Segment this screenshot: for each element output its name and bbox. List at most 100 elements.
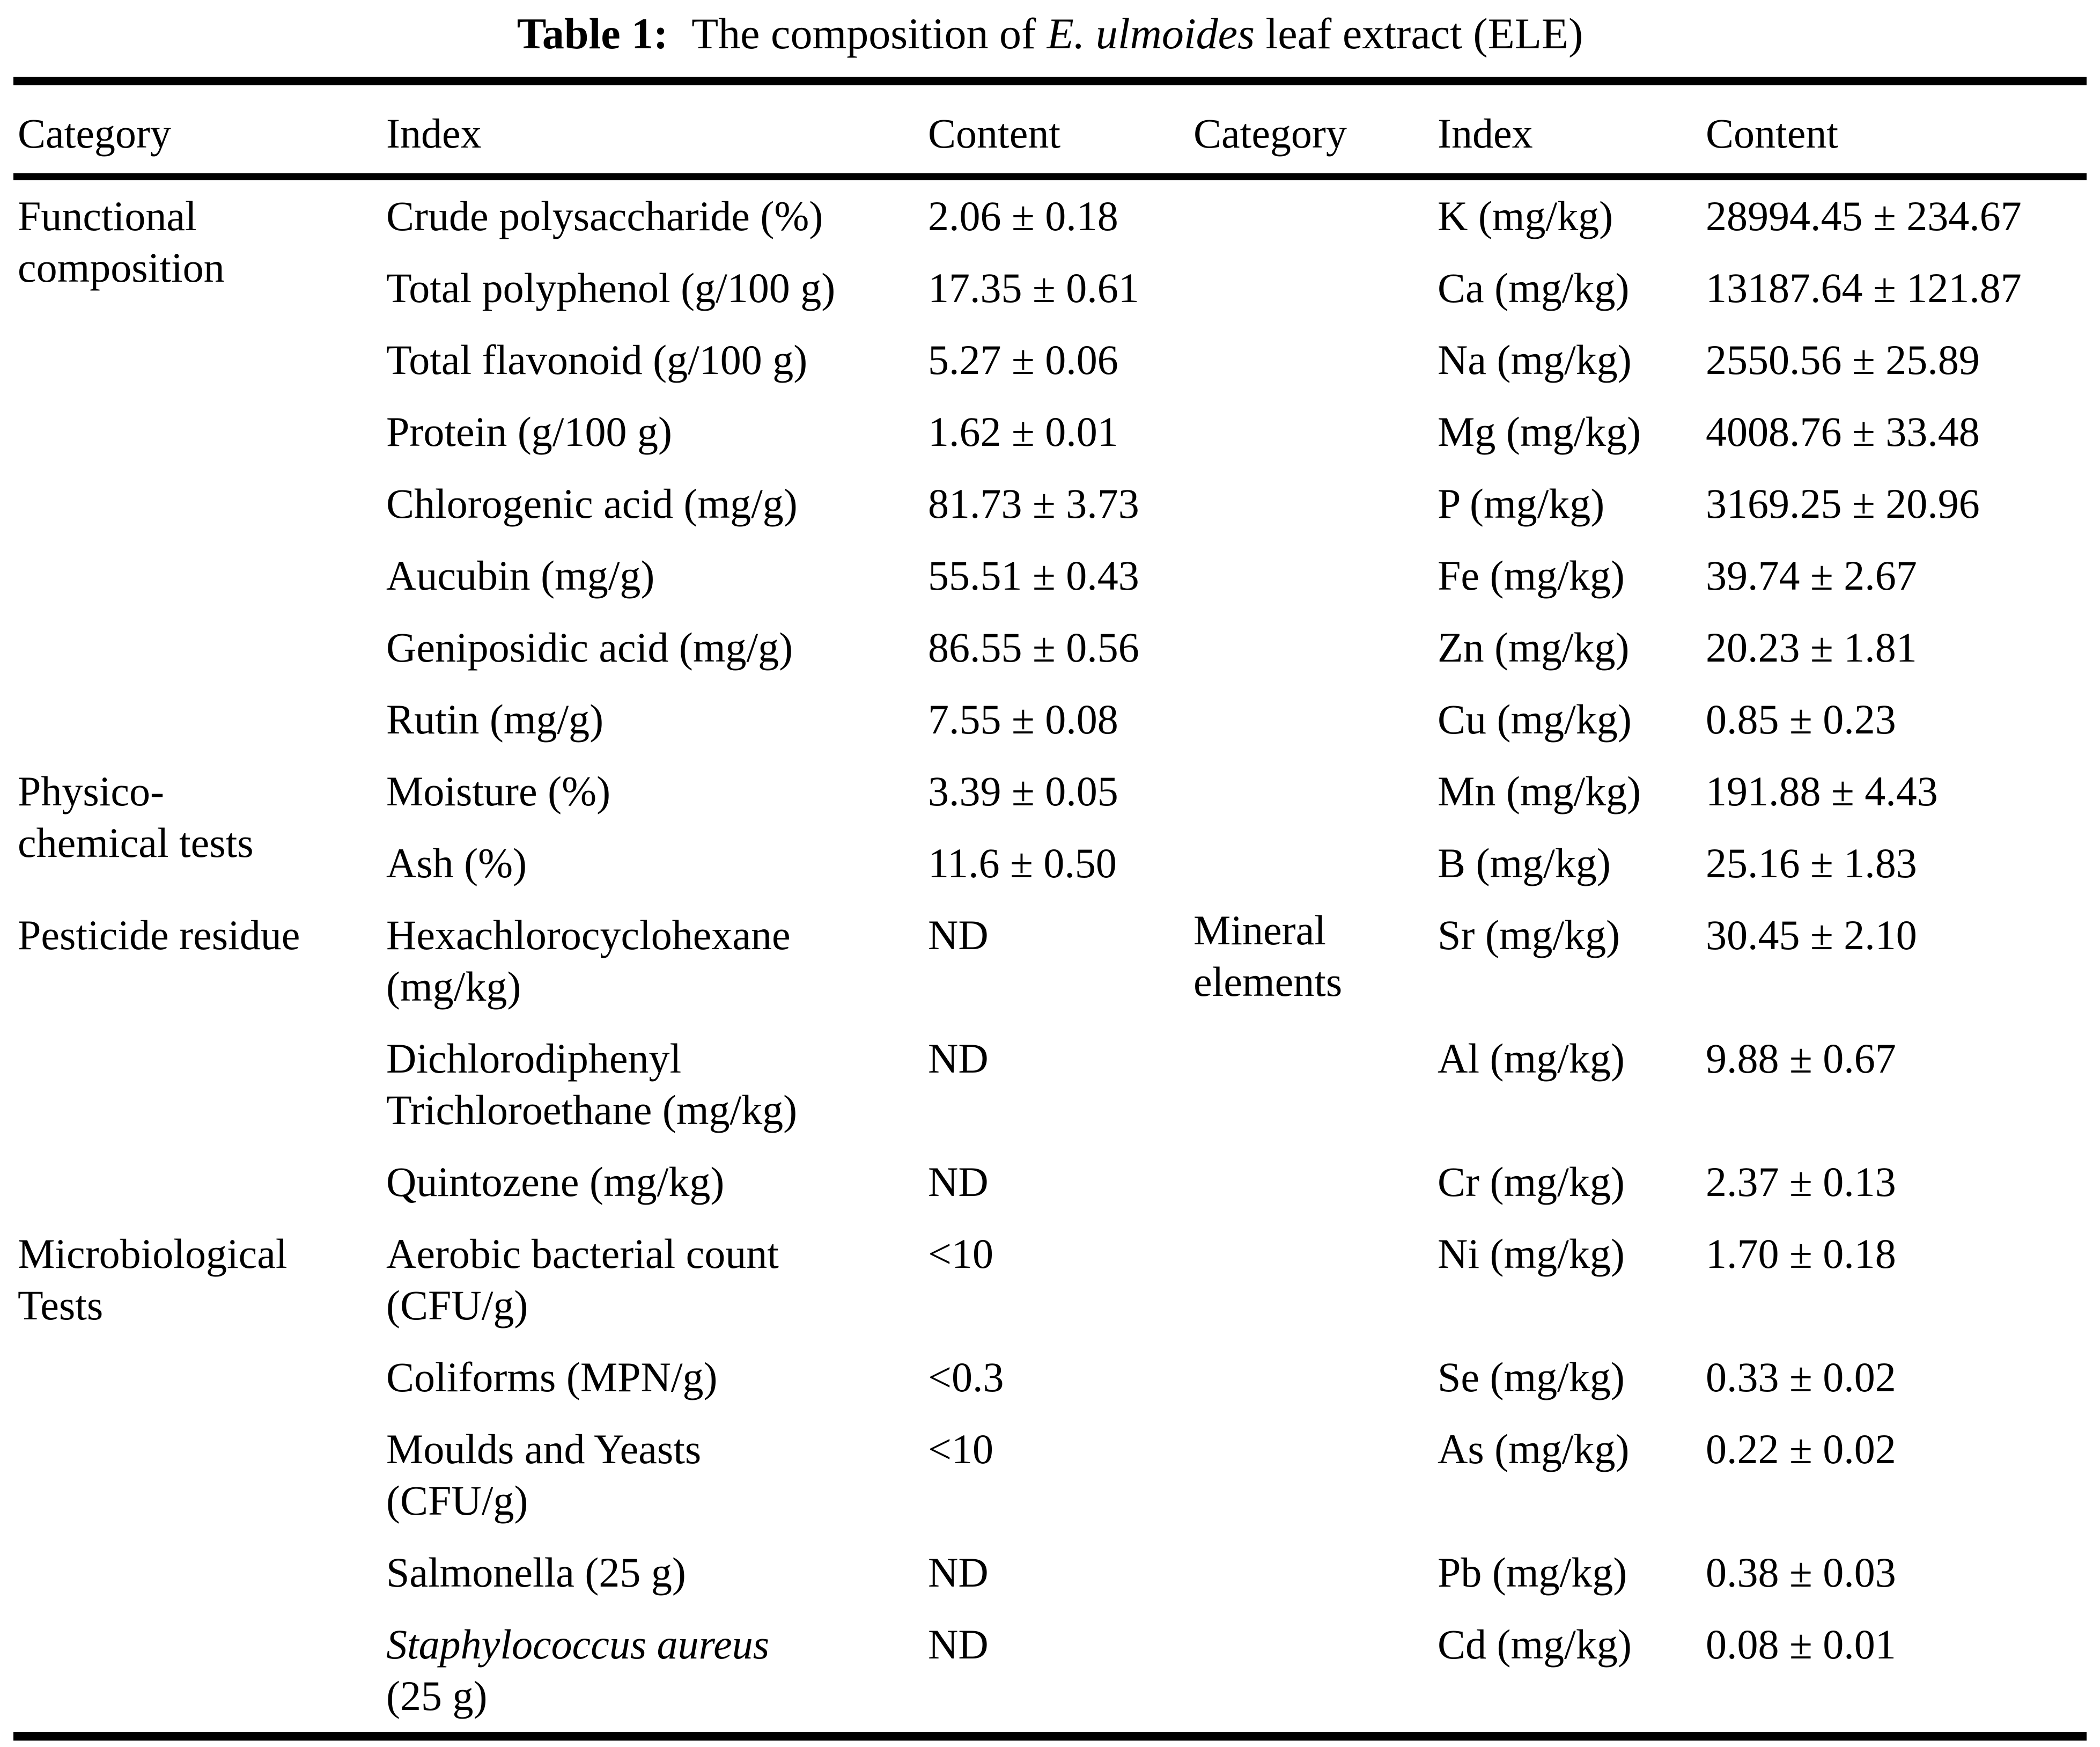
table-row: Moulds and Yeasts (CFU/g) <10 As (mg/kg)… <box>13 1413 2087 1537</box>
content-cell: 0.85 ± 0.23 <box>1706 695 1896 743</box>
table-row: Rutin (mg/g) 7.55 ± 0.08 Cu (mg/kg) 0.85… <box>13 684 2087 755</box>
index-cell: Se (mg/kg) <box>1438 1353 1625 1400</box>
index-cell: Pb (mg/kg) <box>1438 1548 1627 1596</box>
table-row: Coliforms (MPN/g) <0.3 Se (mg/kg) 0.33 ±… <box>13 1341 2087 1413</box>
index-cell: Crude polysaccharide (%) <box>386 192 823 239</box>
index-cell: Cr (mg/kg) <box>1438 1158 1625 1205</box>
header-category-left: Category <box>13 80 386 180</box>
content-cell: 3169.25 ± 20.96 <box>1706 480 1980 527</box>
category-cell-pesticide-residue: Pesticide residue <box>18 911 300 958</box>
index-cell: Total flavonoid (g/100 g) <box>386 336 808 383</box>
category-cell-mineral-elements: Mineral elements <box>1193 906 1343 1005</box>
index-cell: Fe (mg/kg) <box>1438 552 1625 599</box>
index-cell: Zn (mg/kg) <box>1438 623 1630 671</box>
index-cell: Chlorogenic acid (mg/g) <box>386 480 798 527</box>
content-cell: 0.22 ± 0.02 <box>1706 1425 1896 1472</box>
index-cell: Ash (%) <box>386 839 527 886</box>
table-row: Dichlorodiphenyl Trichloroethane (mg/kg)… <box>13 1023 2087 1146</box>
header-content-right: Content <box>1706 80 2087 180</box>
index-cell: Aucubin (mg/g) <box>386 552 655 599</box>
content-cell: 86.55 ± 0.56 <box>928 623 1139 671</box>
table-row: Ash (%) 11.6 ± 0.50 B (mg/kg) 25.16 ± 1.… <box>13 827 2087 899</box>
index-cell: Staphylococcus aureus (25 g) <box>386 1609 928 1736</box>
table-row: Chlorogenic acid (mg/g) 81.73 ± 3.73 P (… <box>13 468 2087 540</box>
table-row: Geniposidic acid (mg/g) 86.55 ± 0.56 Zn … <box>13 612 2087 684</box>
caption-label: Table 1: <box>517 9 668 58</box>
index-cell: Geniposidic acid (mg/g) <box>386 623 793 671</box>
content-cell: 30.45 ± 2.10 <box>1706 911 1917 958</box>
index-cell: Ca (mg/kg) <box>1438 264 1630 311</box>
index-cell: Dichlorodiphenyl Trichloroethane (mg/kg) <box>386 1034 798 1133</box>
index-cell: Al (mg/kg) <box>1438 1034 1625 1082</box>
content-cell: 17.35 ± 0.61 <box>928 264 1139 311</box>
header-index-right: Index <box>1438 80 1706 180</box>
index-cell: Ni (mg/kg) <box>1438 1230 1625 1277</box>
table-row: Quintozene (mg/kg) ND Cr (mg/kg) 2.37 ± … <box>13 1146 2087 1218</box>
content-cell: 5.27 ± 0.06 <box>928 336 1118 383</box>
index-cell: Cu (mg/kg) <box>1438 695 1632 743</box>
content-cell: 2.06 ± 0.18 <box>928 192 1118 239</box>
content-cell: 39.74 ± 2.67 <box>1706 552 1917 599</box>
index-cell: Hexachlorocyclohexane (mg/kg) <box>386 911 791 1010</box>
content-cell: 0.08 ± 0.01 <box>1706 1620 1896 1668</box>
content-cell: <10 <box>928 1230 993 1277</box>
table-row: Physico- chemical tests Moisture (%) 3.3… <box>13 755 2087 866</box>
content-cell: ND <box>928 1158 989 1205</box>
content-cell: 0.33 ± 0.02 <box>1706 1353 1896 1400</box>
table-row: Protein (g/100 g) 1.62 ± 0.01 Mg (mg/kg)… <box>13 396 2087 468</box>
content-cell: 191.88 ± 4.43 <box>1706 767 1938 814</box>
content-cell: 1.62 ± 0.01 <box>928 408 1118 455</box>
index-cell: Aerobic bacterial count (CFU/g) <box>386 1230 779 1328</box>
index-cell: Moulds and Yeasts (CFU/g) <box>386 1425 702 1524</box>
table-row: Functional composition Crude polysacchar… <box>13 177 2087 1005</box>
content-cell: ND <box>928 1034 989 1082</box>
table-header: Category Index Content Category Index Co… <box>13 80 2087 180</box>
category-cell-microbiological-tests: Microbiological Tests <box>18 1230 288 1328</box>
content-cell: 9.88 ± 0.67 <box>1706 1034 1896 1082</box>
content-cell: 81.73 ± 3.73 <box>928 480 1139 527</box>
content-cell: <0.3 <box>928 1353 1004 1400</box>
content-cell: 7.55 ± 0.08 <box>928 695 1118 743</box>
table-body: Functional composition Crude polysacchar… <box>13 177 2087 1736</box>
content-cell: 4008.76 ± 33.48 <box>1706 408 1980 455</box>
index-cell: Quintozene (mg/kg) <box>386 1158 725 1205</box>
content-cell: ND <box>928 1548 989 1596</box>
header-content-left: Content <box>928 80 1193 180</box>
index-cell: Cd (mg/kg) <box>1438 1620 1632 1668</box>
species-name: Staphylococcus aureus <box>386 1620 770 1668</box>
content-cell: 13187.64 ± 121.87 <box>1706 264 2022 311</box>
index-cell: K (mg/kg) <box>1438 192 1613 239</box>
content-cell: 25.16 ± 1.83 <box>1706 839 1917 886</box>
table-row: Staphylococcus aureus (25 g) ND Cd (mg/k… <box>13 1609 2087 1736</box>
table-row: Salmonella (25 g) ND Pb (mg/kg) 0.38 ± 0… <box>13 1537 2087 1609</box>
index-cell: Na (mg/kg) <box>1438 336 1632 383</box>
table-caption: Table 1: The composition of E. ulmoides … <box>0 6 2100 62</box>
table-row: Total polyphenol (g/100 g) 17.35 ± 0.61 … <box>13 252 2087 324</box>
table-row: Total flavonoid (g/100 g) 5.27 ± 0.06 Na… <box>13 324 2087 396</box>
index-cell: Moisture (%) <box>386 767 611 814</box>
content-cell: 2.37 ± 0.13 <box>1706 1158 1896 1205</box>
content-cell: 1.70 ± 0.18 <box>1706 1230 1896 1277</box>
header-row: Category Index Content Category Index Co… <box>13 80 2087 180</box>
index-cell: Mn (mg/kg) <box>1438 767 1641 814</box>
index-cell: Coliforms (MPN/g) <box>386 1353 718 1400</box>
content-cell: 55.51 ± 0.43 <box>928 552 1139 599</box>
content-cell: 0.38 ± 0.03 <box>1706 1548 1896 1596</box>
index-cell: Protein (g/100 g) <box>386 408 672 455</box>
table-row: Pesticide residue Hexachlorocyclohexane … <box>13 899 2087 1023</box>
content-cell: <10 <box>928 1425 993 1472</box>
content-cell: 3.39 ± 0.05 <box>928 767 1118 814</box>
composition-table: Category Index Content Category Index Co… <box>13 76 2087 1741</box>
content-cell: 20.23 ± 1.81 <box>1706 623 1917 671</box>
table-row: Aucubin (mg/g) 55.51 ± 0.43 Fe (mg/kg) 3… <box>13 540 2087 612</box>
table-row: Microbiological Tests Aerobic bacterial … <box>13 1218 2087 1341</box>
index-cell: As (mg/kg) <box>1438 1425 1630 1472</box>
index-cell: Rutin (mg/g) <box>386 695 604 743</box>
content-cell: 11.6 ± 0.50 <box>928 839 1117 886</box>
caption-text: The composition of <box>681 9 1047 58</box>
category-cell-functional-composition: Functional composition <box>18 192 225 291</box>
species-name: E. ulmoides <box>1047 9 1255 58</box>
index-cell: Sr (mg/kg) <box>1438 911 1620 958</box>
header-index-left: Index <box>386 80 928 180</box>
content-cell: 2550.56 ± 25.89 <box>1706 336 1980 383</box>
